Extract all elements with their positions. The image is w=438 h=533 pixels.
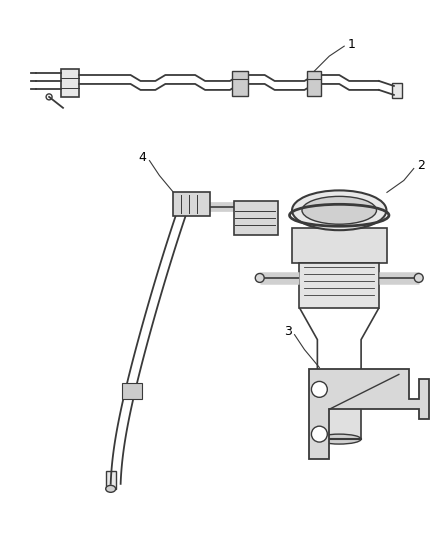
Circle shape xyxy=(311,426,327,442)
Circle shape xyxy=(414,273,423,282)
Text: 2: 2 xyxy=(417,159,424,172)
FancyBboxPatch shape xyxy=(173,192,210,216)
Ellipse shape xyxy=(106,486,116,492)
Bar xyxy=(122,383,142,399)
Bar xyxy=(61,69,79,97)
Text: 4: 4 xyxy=(138,151,146,164)
Ellipse shape xyxy=(292,190,386,230)
Bar xyxy=(106,471,116,489)
Bar xyxy=(232,71,248,96)
Bar xyxy=(392,83,402,98)
Bar xyxy=(318,384,361,439)
Polygon shape xyxy=(309,369,429,459)
Circle shape xyxy=(255,273,264,282)
Circle shape xyxy=(46,94,52,100)
Ellipse shape xyxy=(302,196,377,224)
FancyBboxPatch shape xyxy=(234,201,278,235)
Circle shape xyxy=(311,382,327,397)
Ellipse shape xyxy=(318,434,361,444)
Bar xyxy=(292,228,387,263)
Bar xyxy=(300,263,379,308)
Text: 1: 1 xyxy=(347,38,355,51)
Bar xyxy=(307,71,321,96)
Text: 3: 3 xyxy=(284,325,292,338)
